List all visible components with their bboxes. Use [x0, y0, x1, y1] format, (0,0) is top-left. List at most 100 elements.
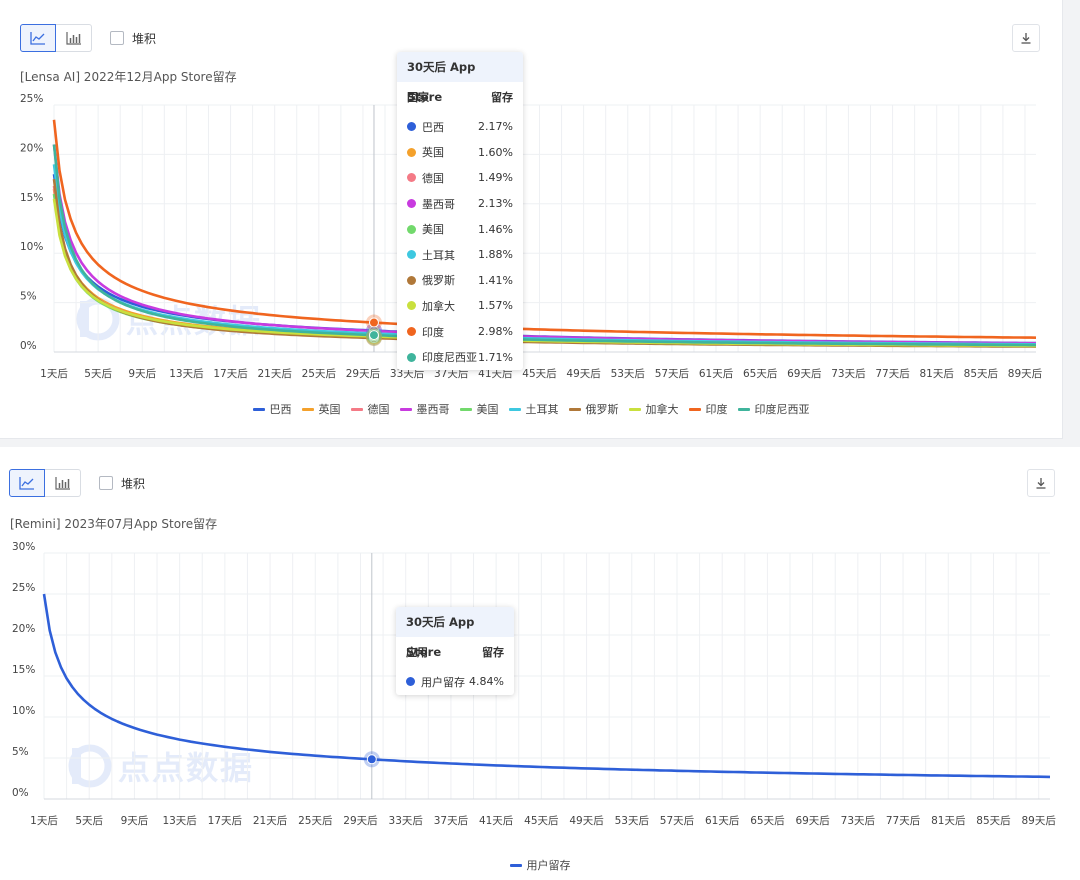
tooltip-row-value: 1.88%	[478, 248, 513, 262]
tooltip-row: 用户留存 4.84%	[396, 669, 514, 695]
tooltip-row: 墨西哥 2.13%	[397, 191, 523, 217]
stack-checkbox[interactable]	[110, 31, 124, 45]
tooltip-dot	[407, 147, 416, 157]
legend-item-印度尼西亚[interactable]: 印度尼西亚	[737, 401, 810, 417]
chart-tooltip: 30天后 App Store 国家 留存 巴西 2.17% 英国 1.60% 德国 1.4…	[397, 52, 523, 370]
x-tick-label: 89天后	[1008, 368, 1042, 380]
legend-label: 德国	[367, 403, 390, 416]
x-tick-label: 49天后	[569, 815, 603, 827]
legend-item-墨西哥[interactable]: 墨西哥	[399, 401, 450, 417]
legend-label: 俄罗斯	[585, 403, 619, 416]
legend-item-加拿大[interactable]: 加拿大	[628, 401, 679, 417]
tooltip-row-label: 巴西	[422, 120, 444, 134]
tooltip-row: 印度 2.98%	[397, 319, 523, 345]
legend-label: 印度	[705, 403, 728, 416]
x-tick-label: 73天后	[841, 815, 875, 827]
tooltip-row: 俄罗斯 1.41%	[397, 268, 523, 294]
x-tick-label: 61天后	[699, 368, 733, 380]
x-tick-label: 17天后	[213, 368, 247, 380]
legend-swatch	[252, 407, 265, 411]
tooltip-row-name: 俄罗斯	[407, 272, 455, 288]
legend-item-印度[interactable]: 印度	[688, 401, 728, 417]
tooltip-dot	[407, 250, 416, 260]
line-chart-button[interactable]	[9, 469, 45, 497]
grid	[53, 104, 1036, 353]
legend-item-美国[interactable]: 美国	[459, 401, 499, 417]
x-tick-label: 85天后	[964, 368, 998, 380]
x-tick-label: 61天后	[705, 815, 739, 827]
legend-label: 加拿大	[645, 403, 679, 416]
legend-item-英国[interactable]: 英国	[301, 401, 341, 417]
legend-item-巴西[interactable]: 巴西	[252, 401, 292, 417]
tooltip-row-name: 加拿大	[407, 298, 455, 314]
legend-item-用户留存[interactable]: 用户留存	[509, 857, 571, 873]
tooltip-row-name: 德国	[407, 170, 444, 186]
legend-label: 用户留存	[526, 859, 571, 872]
download-icon	[1021, 33, 1031, 44]
tooltip-row: 土耳其 1.88%	[397, 242, 523, 268]
tooltip-dot	[407, 122, 416, 132]
tooltip-row-value: 2.13%	[478, 197, 513, 211]
bar-chart-icon	[65, 32, 81, 45]
x-tick-label: 5天后	[84, 368, 112, 380]
hover-point-用户留存	[366, 754, 377, 765]
y-tick-label: 0%	[20, 340, 37, 352]
legend-swatch	[399, 407, 412, 411]
x-tick-label: 65天后	[743, 368, 777, 380]
bar-chart-button[interactable]	[56, 24, 92, 52]
download-button[interactable]	[1027, 469, 1055, 497]
stack-toggle[interactable]: 堆积	[110, 30, 156, 47]
legend-swatch	[459, 407, 472, 411]
tooltip-row-name: 英国	[407, 144, 444, 160]
tooltip-dot	[407, 224, 416, 234]
stack-toggle[interactable]: 堆积	[99, 475, 145, 492]
y-tick-label: 5%	[12, 746, 29, 758]
tooltip-row: 美国 1.46%	[397, 216, 523, 242]
chart-subtitle: [Remini] 2023年07月App Store留存	[10, 517, 218, 531]
x-tick-label: 1天后	[30, 815, 58, 827]
tooltip-row-value: 1.41%	[478, 273, 513, 287]
legend-item-德国[interactable]: 德国	[350, 401, 390, 417]
legend-swatch	[301, 407, 314, 411]
y-tick-label: 0%	[12, 787, 29, 799]
stack-checkbox[interactable]	[99, 476, 113, 490]
tooltip-row: 德国 1.49%	[397, 165, 523, 191]
stack-label: 堆积	[121, 476, 146, 491]
tooltip-row-label: 英国	[422, 146, 444, 160]
x-tick-label: 45天后	[524, 815, 558, 827]
hover-point-印度尼西亚	[368, 330, 379, 341]
tooltip-dot	[407, 327, 416, 337]
x-tick-label: 21天后	[253, 815, 287, 827]
tooltip-row-label: 墨西哥	[422, 197, 455, 211]
series-line-印度尼西亚	[52, 144, 1036, 347]
tooltip-row: 巴西 2.17%	[397, 114, 523, 140]
legend-label: 美国	[476, 403, 499, 416]
stack-label: 堆积	[132, 31, 157, 46]
tooltip-row-value: 4.84%	[469, 675, 504, 689]
y-tick-label: 5%	[20, 291, 37, 303]
y-tick-label: 10%	[12, 705, 35, 717]
tooltip-row-name: 印度尼西亚	[407, 349, 477, 365]
x-tick-label: 13天后	[162, 815, 196, 827]
tooltip-row-value: 1.46%	[478, 222, 513, 236]
x-tick-label: 37天后	[434, 368, 468, 380]
download-button[interactable]	[1012, 24, 1040, 52]
legend-label: 印度尼西亚	[754, 403, 810, 416]
tooltip-row-label: 加拿大	[422, 299, 455, 313]
line-chart-button[interactable]	[20, 24, 56, 52]
tooltip-row-name: 巴西	[407, 119, 444, 135]
retention-line-chart-lensa: 0% 5% 10% 15% 20% 25% 1天后 5天后 9天后 13天后 17天后 21天后 25天…	[20, 93, 1042, 380]
tooltip-row-name: 用户留存	[406, 674, 465, 690]
tooltip-header: 国家 留存	[397, 82, 523, 114]
x-tick-label: 69天后	[795, 815, 829, 827]
x-tick-label: 5天后	[75, 815, 103, 827]
bar-chart-button[interactable]	[45, 469, 81, 497]
x-tick-label: 49天后	[566, 368, 600, 380]
legend-item-俄罗斯[interactable]: 俄罗斯	[568, 401, 619, 417]
legend-item-土耳其[interactable]: 土耳其	[508, 401, 559, 417]
y-tick-label: 25%	[20, 93, 43, 105]
x-tick-label: 77天后	[886, 815, 920, 827]
legend-label: 巴西	[269, 403, 292, 416]
tooltip-row-label: 俄罗斯	[422, 274, 455, 288]
chart-tooltip: 30天后 App Store 应用 留存 用户留存 4.84%	[396, 607, 514, 695]
